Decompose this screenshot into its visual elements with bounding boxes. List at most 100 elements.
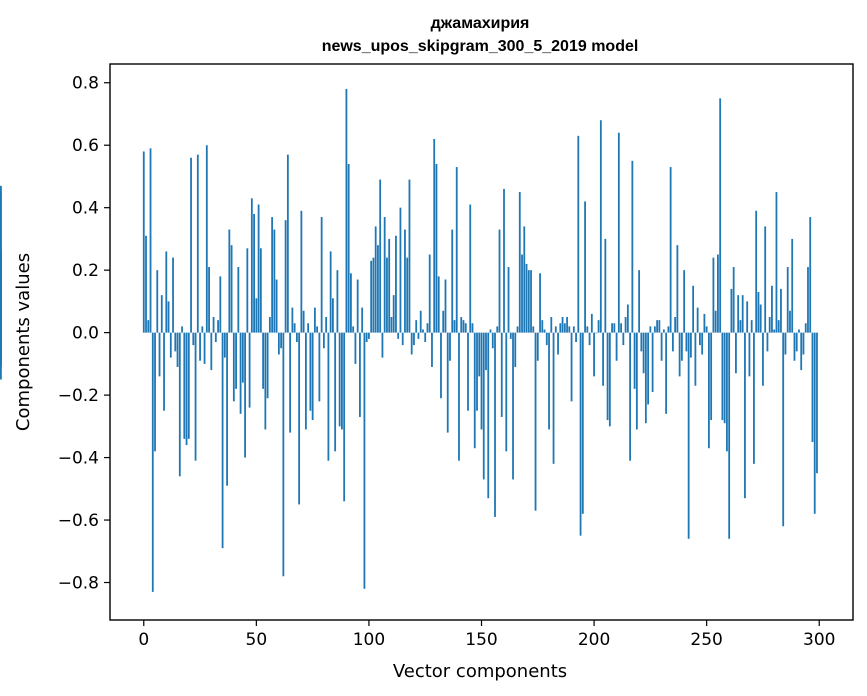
bar [174,332,177,352]
bar [415,320,418,333]
bar [539,273,541,333]
bar [599,120,602,333]
bar [494,332,496,517]
bar [590,313,593,333]
bar [631,160,634,333]
bar [329,251,332,333]
bar [536,332,539,361]
bar [408,179,411,333]
bar [377,245,379,333]
bar [352,326,355,333]
bar [431,332,433,367]
bar [660,332,663,361]
bar [771,285,773,333]
bar [498,229,501,333]
bar [593,332,595,377]
bar [354,332,357,364]
bar [692,285,695,333]
bar [417,332,420,339]
bar [399,207,402,333]
bar [187,332,190,439]
bar [460,317,463,333]
bar [732,267,735,333]
bar [196,154,199,333]
bar [295,332,298,342]
bar [762,332,764,386]
bar [557,332,559,355]
bar [505,332,508,452]
bar [597,320,600,333]
bar [548,332,550,430]
plot-frame [109,63,854,621]
bar [606,332,609,421]
bar [426,323,429,333]
bar [680,332,683,361]
bar [563,323,566,333]
bar [183,332,186,439]
bar [579,332,582,536]
bar [241,332,244,383]
y-tick-label: 0.4 [72,199,99,219]
bar [708,332,710,449]
bar [293,323,296,333]
bar [608,332,611,427]
bar [647,332,650,405]
bar [570,332,573,402]
bar [275,279,278,333]
bar [250,198,253,333]
y-tick-label: 0.2 [72,261,99,281]
bar [588,332,591,346]
x-tick-label: 0 [138,630,149,650]
bar [255,298,258,333]
bar [223,332,226,358]
bar [624,317,627,333]
bar [649,326,652,333]
bar [442,310,445,333]
bar [714,310,717,333]
bar [674,317,677,333]
bar [327,332,330,461]
bar [228,229,231,333]
bar [165,251,168,333]
bar [572,326,575,333]
bar [0,332,2,380]
bar [282,332,285,577]
bar [473,332,476,449]
bar [219,276,222,333]
bar [701,332,704,355]
bar [480,332,483,430]
bar [167,301,170,333]
bar [768,317,771,333]
bar [192,332,195,346]
bar [413,332,415,346]
bar [575,332,577,342]
bar [235,332,237,389]
bar [433,138,436,333]
bar [640,332,643,352]
y-tick-label: 0.8 [72,74,99,94]
bar [145,235,147,333]
bar [561,317,564,333]
bar [437,276,440,333]
bar [347,163,350,333]
bar [514,332,517,367]
bar [730,288,733,333]
bar [208,267,210,333]
bar [471,323,474,333]
bar [530,270,532,333]
bar [532,326,535,333]
bar [721,332,724,421]
bar [559,323,562,333]
bar [169,332,172,358]
bar [239,332,242,414]
bar [485,332,487,371]
bar [356,279,359,333]
bar [221,332,224,549]
bar [541,320,544,333]
bar [320,217,323,333]
x-tick-label: 100 [353,630,385,650]
x-tick-label: 250 [690,630,722,650]
bar [181,326,183,333]
bar [280,332,283,349]
